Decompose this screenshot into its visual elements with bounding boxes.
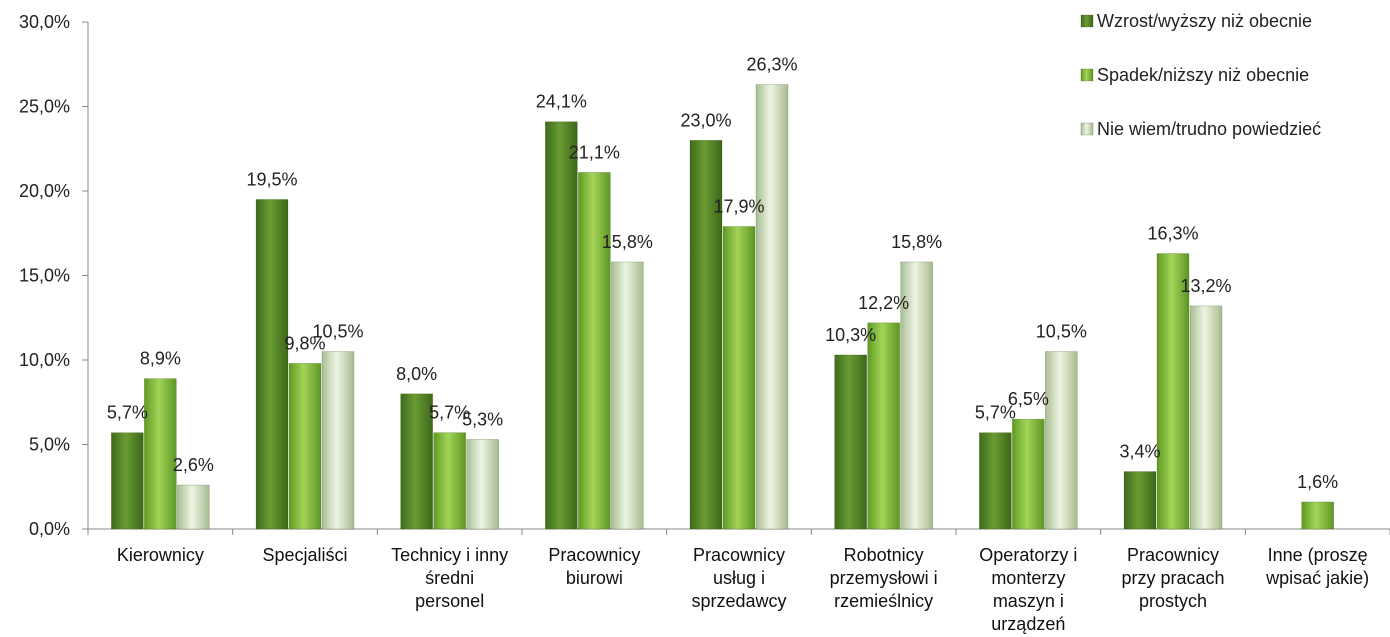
bar-series-0 [689,140,723,530]
data-label: 10,5% [312,322,363,342]
bar-series-0 [255,199,289,530]
x-category-label: usług i [713,568,765,588]
bar-series-1 [433,432,466,530]
x-category-label: Pracownicy [548,545,640,565]
bar-series-0 [834,354,867,530]
bar-series-2 [1045,351,1078,530]
y-tick-label: 30,0% [19,12,70,32]
bars-layer [111,84,1334,530]
x-category-label: Specjaliści [262,545,347,565]
data-label: 17,9% [713,196,764,216]
data-label: 15,8% [891,232,942,252]
bar-series-2 [611,261,644,530]
bar-series-0 [1123,471,1157,530]
x-category-label: wpisać jakie) [1265,568,1369,588]
bar-series-1 [144,378,177,530]
data-label: 8,0% [396,364,437,384]
x-category-label: urządzeń [991,614,1065,634]
bar-series-2 [177,484,210,530]
y-tick-label: 15,0% [19,266,70,286]
x-category-label: sprzedawcy [691,591,786,611]
data-label: 21,1% [569,142,620,162]
y-tick-label: 20,0% [19,181,70,201]
bar-series-2 [466,439,499,530]
y-tick-label: 0,0% [29,519,70,539]
data-label: 2,6% [173,455,214,475]
bar-series-2 [1189,305,1223,530]
data-label: 3,4% [1119,442,1160,462]
data-label: 23,0% [680,110,731,130]
legend-label: Spadek/niższy niż obecnie [1097,65,1309,85]
data-label: 19,5% [246,169,297,189]
x-category-label: personel [415,591,484,611]
data-label: 5,3% [462,409,503,429]
bar-series-2 [900,261,933,530]
data-label: 16,3% [1147,224,1198,244]
bar-series-0 [545,121,578,530]
x-category-label: Pracownicy [693,545,785,565]
x-category-label: prostych [1139,591,1207,611]
x-category-label: maszyn i [993,591,1064,611]
data-label: 6,5% [1008,389,1049,409]
x-category-label: monterzy [991,568,1065,588]
legend: Wzrost/wyższy niż obecnie Spadek/niższy n… [1080,11,1321,139]
legend-label: Nie wiem/trudno powiedzieć [1097,119,1321,139]
axes: 0,0% 5,0% 10,0% 15,0% 20,0% 25,0% 30,0% Kierown… [19,12,1390,634]
x-category-label: średni [425,568,474,588]
data-label: 15,8% [602,232,653,252]
x-category-label: Robotnicy [844,545,924,565]
data-label: 5,7% [107,403,148,423]
data-label: 1,6% [1297,472,1338,492]
x-category-label: Kierownicy [117,545,204,565]
y-tick-label: 5,0% [29,435,70,455]
x-category-label: Operatorzy i [979,545,1077,565]
bar-series-1 [1156,253,1190,530]
data-label: 9,8% [284,333,325,353]
legend-label: Wzrost/wyższy niż obecnie [1097,11,1312,31]
bar-series-1 [867,322,900,530]
data-label: 8,9% [140,349,181,369]
data-label: 26,3% [746,55,797,75]
bar-series-0 [400,393,433,530]
y-tick-label: 25,0% [19,97,70,117]
bar-series-1 [722,226,756,530]
legend-swatch [1080,14,1094,28]
data-label: 12,2% [858,293,909,313]
x-category-label: rzemieślnicy [834,591,933,611]
bar-series-2 [755,84,789,530]
data-label: 10,3% [825,325,876,345]
data-label: 5,7% [429,403,470,423]
x-category-label: biurowi [566,568,623,588]
bar-series-2 [321,351,355,530]
bar-series-1 [288,363,322,530]
x-category-label: Technicy i inny [391,545,508,565]
data-label: 24,1% [536,92,587,112]
legend-swatch [1080,122,1094,136]
bar-series-0 [111,432,144,530]
data-label: 10,5% [1036,322,1087,342]
x-category-label: Pracownicy [1127,545,1219,565]
bar-series-1 [578,172,611,530]
data-labels-layer: 5,7% 19,5% 8,0% 24,1% 23,0% 10,3% 5,7% 3,4% 8,9%… [107,55,1338,492]
x-category-label: Inne (proszę [1268,545,1368,565]
x-category-label: przy pracach [1121,568,1224,588]
bar-series-0 [979,432,1012,530]
legend-swatch [1080,68,1094,82]
bar-series-1 [1301,501,1334,530]
y-tick-label: 10,0% [19,350,70,370]
x-category-label: przemysłowi i [830,568,938,588]
bar-series-1 [1012,418,1045,530]
data-label: 13,2% [1180,276,1231,296]
data-label: 5,7% [975,403,1016,423]
